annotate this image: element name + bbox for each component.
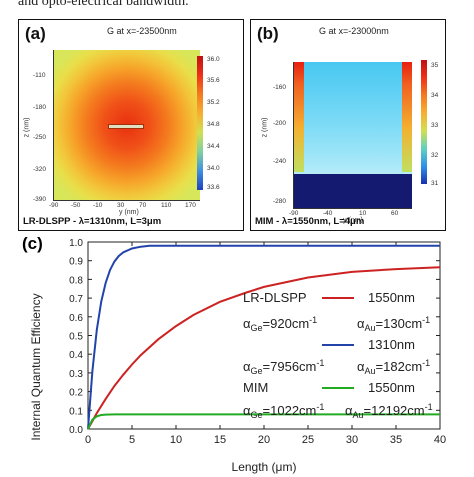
panel-b-xtick-0: -90 [289,210,299,217]
y-tick-label: 0.3 [69,369,83,380]
panel-b-ytick-3: -280 [273,198,287,205]
panel-c-chart: (c) Internal Quantum Efficiency Length (… [22,234,446,474]
panel-a-ytick-0: -110 [33,72,46,79]
panel-b-label: (b) [257,24,279,43]
panel-b-xtick-1: -40 [323,210,333,217]
panel-b-xtick-3: 60 [391,210,399,217]
panel-a-heatmap [53,50,200,201]
panel-a-cb-1: 35.6 [207,77,220,84]
panel-a-ytick-3: -320 [33,166,47,173]
panel-b-footer: MIM - λ=1550nm, L=4μm [255,216,365,227]
y-tick-label: 0.6 [69,313,83,324]
panel-b-cb-0: 35 [431,62,439,69]
legend-lr1310-label: 1310nm [368,337,415,352]
series-line-2 [87,413,440,430]
y-tick-label: 0.8 [69,275,83,286]
panel-a-cb-4: 34.4 [207,143,220,150]
legend-mim1550-label: 1550nm [368,380,415,395]
panel-b-title: G at x=-23000nm [319,26,389,36]
series-line-0 [87,266,441,430]
panel-a-xtick-5: 110 [161,202,172,209]
x-tick-label: 25 [302,434,314,446]
y-tick-label: 0.9 [69,257,83,268]
x-tick-label: 15 [214,434,226,446]
panel-a-xtick-4: 70 [139,202,147,209]
panel-a-cb-6: 33.6 [207,184,220,191]
panel-a-cb-5: 34.0 [207,165,220,172]
x-axis-label: Length (μm) [232,460,297,474]
y-tick-label: 0.2 [69,388,83,399]
x-tick-label: 20 [258,434,270,446]
panel-b-colorbar [421,60,427,184]
legend-mim1550-alpha-ge: αGe=1022cm-1 [243,402,324,420]
x-tick-label: 40 [434,434,446,446]
series-group [87,244,441,430]
x-tick-label: 35 [390,434,402,446]
y-tick-label: 0.4 [69,350,83,361]
legend-lr1310-alpha-ge: αGe=7956cm-1 [243,358,324,376]
panel-b-cb-4: 31 [431,180,439,187]
panel-a-cb-0: 36.0 [207,56,220,63]
panel-a-colorbar [197,56,203,190]
axes: 0 5 10 15 20 25 30 35 40 0.0 0.1 0.2 0.3 0.4 0.5 0.6 0.7… [69,238,446,446]
panel-a-xtick-6: 170 [185,202,196,209]
panel-a-title: G at x=-23500nm [107,26,177,36]
panel-a-label: (a) [25,24,46,43]
panel-b-cb-3: 32 [431,152,439,159]
legend-lr1550-label: 1550nm [368,290,415,305]
panel-a-cb-3: 34.8 [207,121,220,128]
panel-b-right-metal [402,62,412,172]
panel-a-ylabel: z (nm) [23,117,31,138]
series-line-1 [87,244,440,430]
panel-b-heatmap [293,62,412,209]
y-axis-label: Internal Quantum Efficiency [29,293,43,440]
legend: LR-DLSPP 1550nm αGe=920cm-1 αAu=130cm-1 … [243,290,433,420]
panel-b-xtick-2: 10 [359,210,367,217]
caption-text: and opto-electrical bandwidth. [18,0,189,9]
panel-a-xtick-0: -90 [49,202,59,209]
panel-a-waveguide [108,124,144,129]
legend-mim-name: MIM [243,380,268,395]
legend-lr1310-alpha-au: αAu=182cm-1 [357,358,430,376]
panel-b-xlabel: y (nm) [343,217,363,224]
legend-lr1550-alpha-au: αAu=130cm-1 [357,315,430,333]
panel-a-ytick-2: -250 [33,134,47,141]
panel-a-xtick-3: 30 [117,202,125,209]
legend-lr-name: LR-DLSPP [243,290,307,305]
panel-a-cb-2: 35.2 [207,99,220,106]
panel-b-ytick-2: -240 [273,158,287,165]
panel-a-ytick-1: -180 [33,104,47,111]
panel-a-xtick-2: -10 [93,202,103,209]
panel-b-cb-2: 33 [431,122,439,129]
legend-mim1550-alpha-au: αAu=12192cm-1 [345,402,433,420]
legend-lr1550-alpha-ge: αGe=920cm-1 [243,315,317,333]
panel-a: (a) G at x=-23500nm z (nm) 36.0 35.6 35.… [18,19,244,231]
y-tick-label: 0.0 [69,425,83,436]
y-tick-label: 1.0 [69,238,83,249]
panel-b: (b) G at x=-23000nm z (nm) 35 34 33 32 3… [250,19,446,231]
panel-a-xtick-1: -50 [71,202,81,209]
y-tick-label: 0.7 [69,294,83,305]
panel-b-ytick-0: -160 [273,84,287,91]
panel-b-ytick-1: -200 [273,120,287,127]
x-tick-label: 30 [346,434,358,446]
x-tick-label: 5 [129,434,135,446]
panel-b-ylabel: z (nm) [261,117,269,138]
y-tick-label: 0.1 [69,406,83,417]
panel-a-ytick-4: -390 [33,196,47,203]
panel-a-xlabel: y (nm) [119,209,139,216]
y-tick-label: 0.5 [69,332,83,343]
x-tick-label: 0 [85,434,91,446]
panel-b-cb-1: 34 [431,92,439,99]
x-tick-label: 10 [170,434,182,446]
panel-b-left-metal [294,62,304,172]
panel-c-label: (c) [22,234,43,253]
panel-a-footer: LR-DLSPP - λ=1310nm, L=3μm [23,216,162,227]
panel-b-substrate [294,174,412,208]
